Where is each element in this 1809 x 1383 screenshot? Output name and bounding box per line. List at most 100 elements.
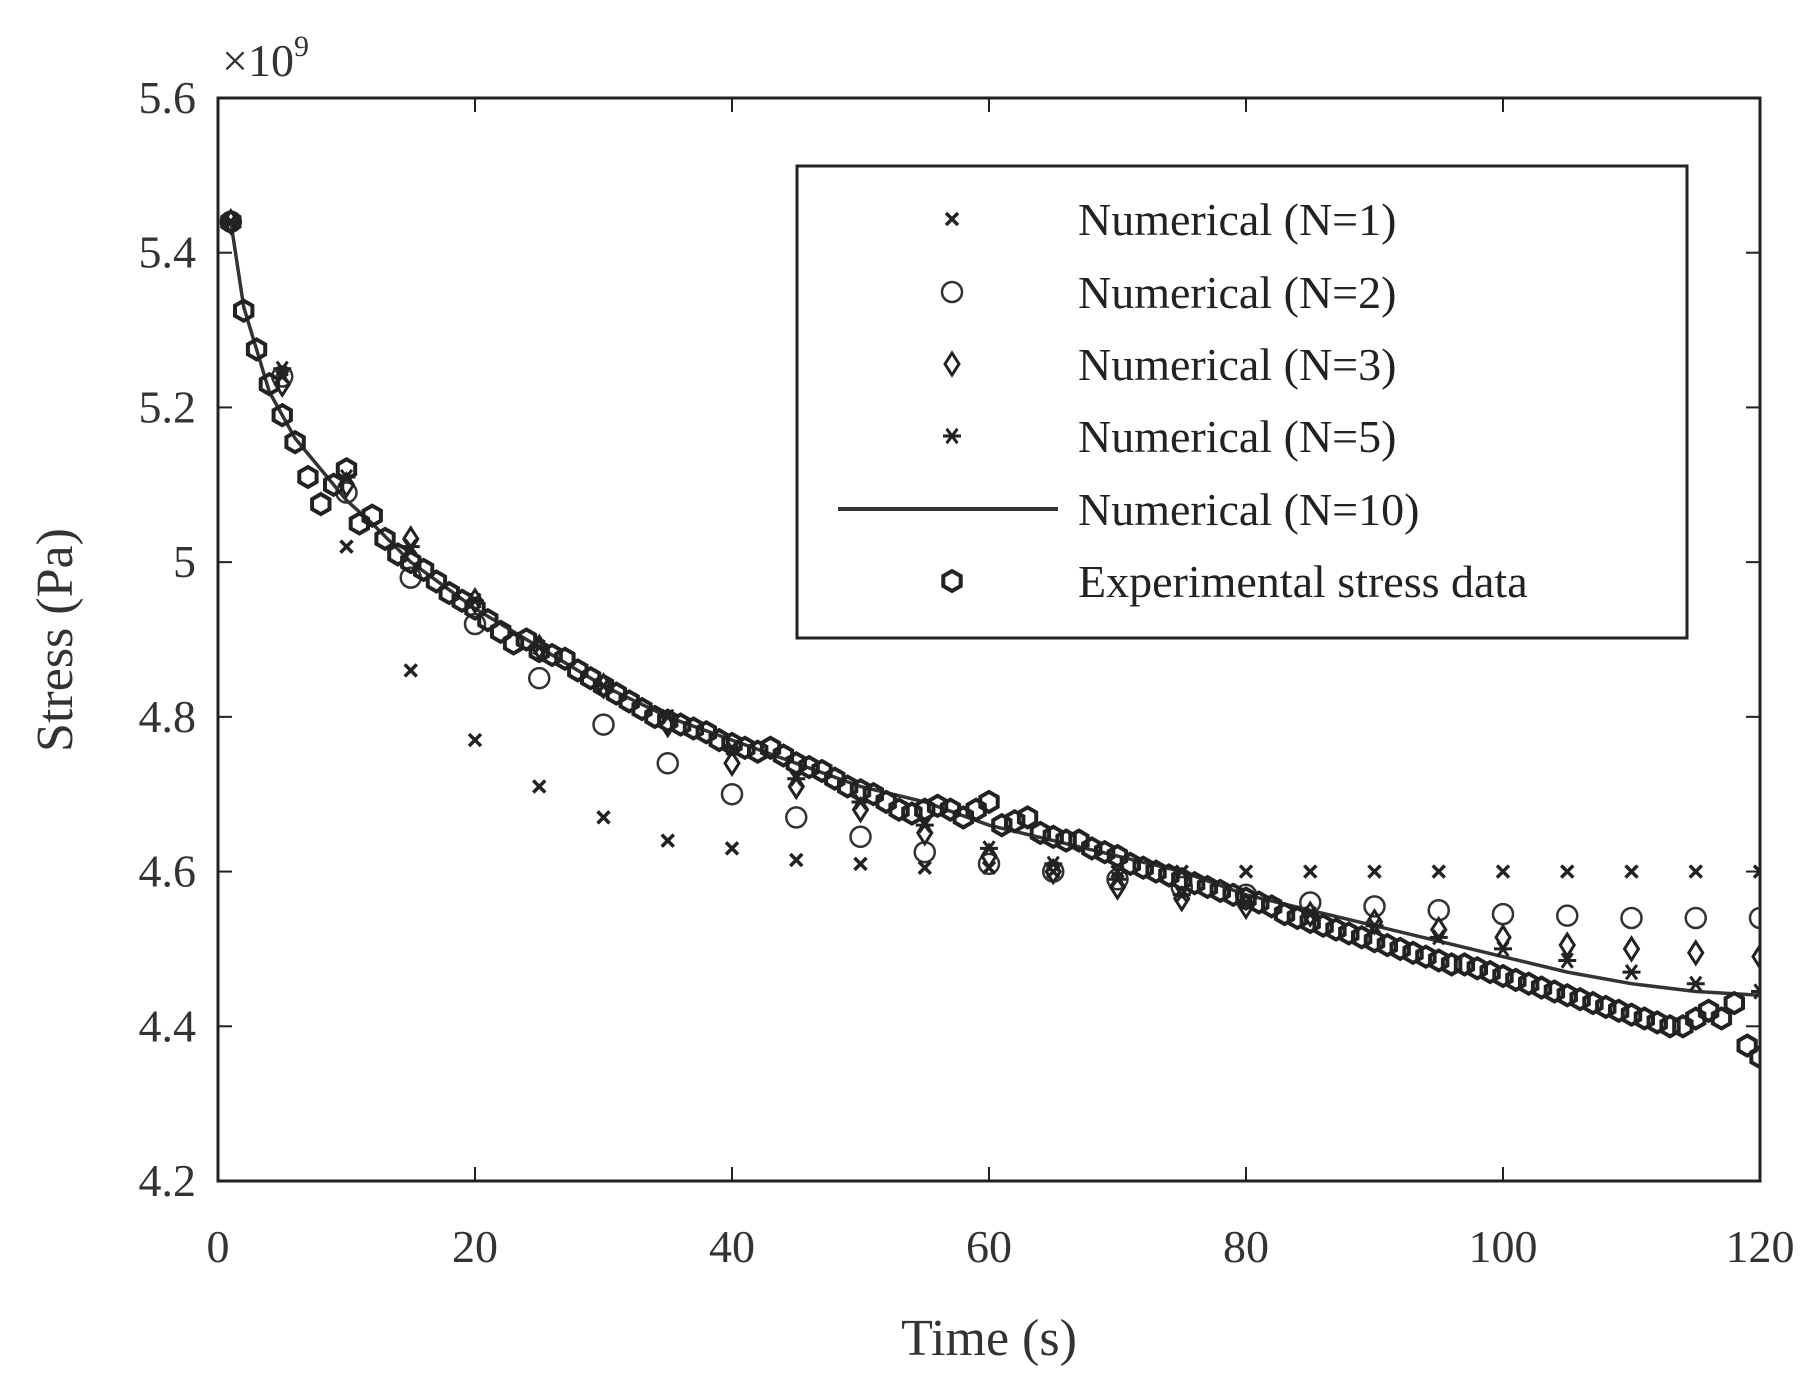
data-point	[1068, 828, 1090, 853]
data-point	[220, 209, 242, 235]
data-point	[284, 429, 306, 455]
legend-marker	[941, 568, 963, 594]
data-point	[335, 456, 358, 482]
data-point	[297, 464, 319, 490]
data-point	[1672, 1013, 1694, 1039]
data-point	[1367, 864, 1382, 879]
legend-item: Numerical (N=1)	[944, 194, 1396, 245]
data-point	[772, 743, 795, 768]
series-layer	[219, 207, 1760, 1070]
data-point	[901, 801, 923, 826]
legend-label: Numerical (N=1)	[1078, 194, 1396, 245]
axis-ticks	[217, 97, 1761, 1182]
data-point	[1622, 935, 1641, 963]
x-axis-label: Time (s)	[901, 1310, 1077, 1367]
legend-label: Numerical (N=3)	[1078, 339, 1396, 390]
data-point	[1004, 808, 1026, 834]
legend-item: Experimental stress data	[941, 556, 1528, 607]
data-point	[1495, 864, 1511, 879]
data-point	[1749, 1044, 1760, 1070]
data-point	[1106, 843, 1129, 869]
data-point	[532, 779, 547, 794]
data-point	[567, 658, 589, 683]
y-multiplier-label: ×109	[222, 30, 309, 86]
data-point	[605, 681, 627, 706]
data-point	[1261, 894, 1283, 919]
data-point	[477, 607, 499, 633]
x-tick-label: 40	[709, 1221, 755, 1272]
data-point	[580, 665, 602, 691]
data-point	[1016, 805, 1039, 830]
y-tick-label: 4.6	[139, 846, 197, 897]
data-point	[1752, 864, 1760, 879]
data-point	[387, 542, 409, 567]
data-point	[467, 732, 483, 748]
data-point	[853, 856, 868, 872]
data-point	[464, 596, 486, 621]
data-point	[528, 666, 551, 690]
data-point	[1558, 952, 1577, 969]
series-numerical-n-1	[223, 214, 1760, 879]
data-point	[323, 472, 345, 498]
data-point	[592, 713, 615, 736]
legend-box	[795, 164, 1689, 640]
legend-item: Numerical (N=5)	[943, 411, 1396, 462]
legend-item: Numerical (N=10)	[838, 484, 1419, 535]
legend-label: Numerical (N=2)	[1078, 267, 1396, 318]
data-point	[1751, 942, 1760, 971]
legend-label: Numerical (N=5)	[1078, 411, 1396, 462]
data-point	[310, 491, 332, 517]
data-point	[451, 588, 473, 614]
data-point	[981, 860, 997, 875]
data-point	[991, 812, 1013, 838]
data-point	[1748, 906, 1760, 930]
data-point	[980, 840, 998, 857]
data-point	[1723, 990, 1745, 1016]
data-point	[490, 619, 512, 645]
x-tick-label: 80	[1223, 1221, 1269, 1272]
data-point	[502, 631, 525, 656]
data-point	[1684, 906, 1707, 930]
data-point	[1686, 975, 1705, 992]
data-point	[811, 758, 833, 784]
data-point	[1710, 1006, 1733, 1031]
data-point	[1556, 904, 1579, 927]
data-point	[515, 627, 538, 652]
data-point	[785, 806, 808, 829]
data-point	[361, 503, 383, 529]
data-point	[1620, 906, 1643, 930]
data-point	[724, 841, 740, 856]
data-point	[1751, 983, 1760, 1000]
y-multiplier-base: ×10	[222, 35, 294, 86]
legend-marker	[943, 427, 961, 445]
data-point	[339, 539, 354, 554]
data-point	[1624, 864, 1639, 879]
data-point	[1429, 929, 1448, 946]
x-tick-label: 60	[966, 1221, 1012, 1272]
data-point	[939, 797, 962, 823]
data-point	[258, 371, 281, 397]
data-point	[952, 805, 974, 830]
data-point	[1736, 1033, 1758, 1058]
y-tick-label: 5.4	[139, 227, 197, 278]
y-tick-label: 4.4	[139, 1000, 197, 1051]
legend-label: Numerical (N=10)	[1078, 484, 1419, 535]
data-point	[233, 298, 255, 324]
data-point	[1055, 828, 1077, 853]
legend-marker	[943, 350, 961, 378]
y-tick-label: 5.6	[139, 72, 197, 123]
data-point	[1046, 864, 1061, 879]
data-point	[1440, 952, 1463, 977]
data-point	[1686, 939, 1705, 967]
data-point	[789, 852, 804, 868]
y-tick-label: 5.2	[139, 381, 197, 432]
data-point	[618, 689, 640, 714]
y-axis-label: Stress (Pa)	[27, 528, 84, 752]
data-point	[1431, 864, 1446, 879]
data-point	[631, 696, 653, 722]
data-point	[374, 526, 396, 552]
data-point	[592, 673, 615, 699]
data-point	[759, 735, 782, 761]
legend: Numerical (N=1) Numerical (N=2) Numerical …	[795, 164, 1689, 640]
legend-marker	[940, 280, 964, 304]
